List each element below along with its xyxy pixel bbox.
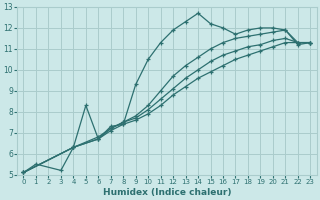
X-axis label: Humidex (Indice chaleur): Humidex (Indice chaleur) — [103, 188, 231, 197]
